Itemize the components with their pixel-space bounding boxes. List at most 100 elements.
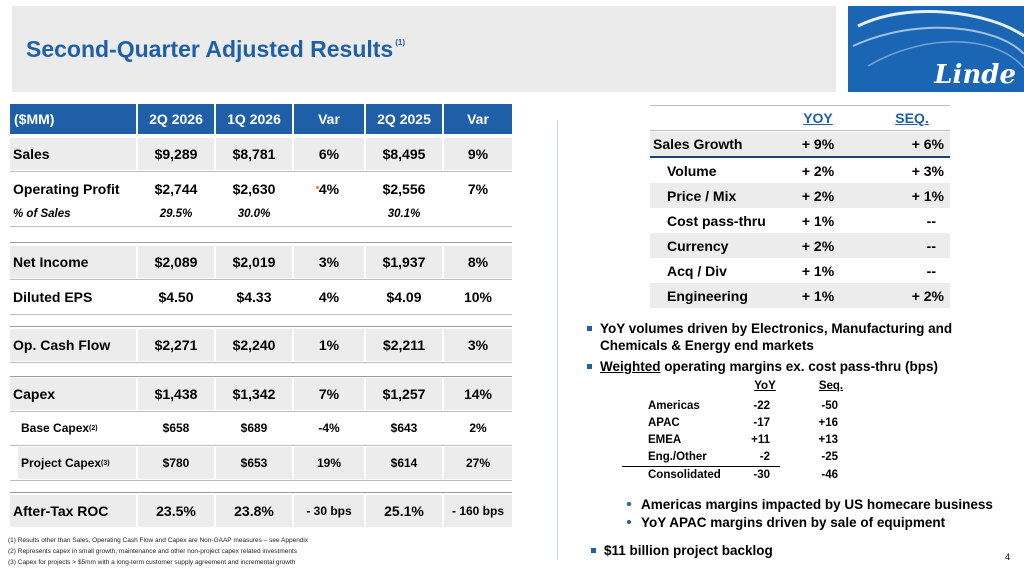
table-cell: $689	[240, 421, 268, 435]
table-cell: -2	[759, 451, 770, 463]
table-cell: 10%	[463, 289, 493, 305]
row-label-capex: Capex	[10, 378, 136, 410]
table-cell: 19%	[294, 447, 364, 479]
table-cell: 2%	[469, 421, 487, 435]
row-divider	[650, 105, 950, 106]
table-cell: $780	[138, 447, 214, 479]
row-divider	[10, 314, 512, 315]
footnote-3: (3) Capex for projects > $5mm with a lon…	[8, 559, 296, 566]
page-title: Second-Quarter Adjusted Results (1)	[26, 36, 405, 62]
row-label-diluted-eps: Diluted EPS	[13, 289, 93, 305]
table-cell: $1,257	[366, 378, 442, 410]
row-label-operating-profit: Operating Profit	[13, 181, 120, 197]
row-background	[650, 283, 950, 308]
table-cell: 1%	[294, 329, 364, 361]
sub-bullet-icon	[627, 502, 631, 506]
sub-bullet-apac: YoY APAC margins driven by sale of equip…	[641, 515, 946, 530]
table-cell: $1,937	[366, 246, 442, 278]
bullet-icon	[591, 548, 596, 553]
table-cell: $2,556	[382, 181, 426, 197]
table-cell: $2,211	[366, 329, 442, 361]
col-header-1q2026: 1Q 2026	[216, 104, 292, 134]
divider-line	[557, 120, 558, 560]
row-divider	[10, 171, 512, 172]
weighted-text: Weighted	[600, 359, 661, 374]
row-label-currency: Currency	[667, 237, 729, 254]
table-cell: 4%	[318, 181, 340, 197]
table-cell: 4%	[318, 289, 340, 305]
table-cell: $2,240	[216, 329, 292, 361]
table-cell: +13	[818, 434, 838, 446]
table-cell: $4.33	[236, 289, 272, 305]
sub-bullet-americas: Americas margins impacted by US homecare…	[641, 497, 993, 512]
table-cell: -17	[753, 417, 770, 429]
table-cell: + 2%	[801, 187, 835, 204]
table-cell: -4%	[318, 421, 340, 435]
table-cell: 14%	[444, 378, 512, 410]
table-cell: $1,438	[138, 378, 214, 410]
table-cell: + 1%	[801, 262, 835, 279]
table-cell: + 2%	[801, 162, 835, 179]
row-background	[650, 233, 950, 258]
sub-bullet-icon	[627, 520, 631, 524]
table-cell: 23.8%	[216, 495, 292, 527]
table-cell: 27%	[444, 447, 512, 479]
table-cell: + 9%	[801, 136, 835, 152]
logo-text: Linde	[934, 60, 1016, 90]
col-header-seq-margins: Seq.	[818, 380, 844, 392]
bullet-icon	[587, 326, 592, 331]
table-cell: -30	[753, 469, 770, 481]
table-cell: -25	[821, 451, 838, 463]
table-cell: - 30 bps	[294, 495, 364, 527]
table-cell: 25.1%	[366, 495, 442, 527]
table-cell: + 2%	[801, 237, 835, 254]
table-cell: 3%	[294, 246, 364, 278]
table-cell: $653	[216, 447, 292, 479]
row-label-acq-div: Acq / Div	[667, 262, 727, 279]
row-label-volume: Volume	[667, 162, 717, 179]
footnote-1: (1) Results other than Sales, Operating …	[8, 537, 309, 544]
col-header-2q2026: 2Q 2026	[138, 104, 214, 134]
row-divider	[10, 492, 512, 493]
bullet-margins: Weighted operating margins ex. cost pass…	[600, 358, 1000, 375]
table-cell: +16	[818, 417, 838, 429]
footnote-2: (2) Represents capex in small growth, ma…	[8, 548, 298, 555]
sum-rule	[622, 466, 780, 467]
row-label-project-capex: Project Capex (3)	[18, 447, 136, 479]
row-background	[650, 132, 950, 156]
col-header-mm: ($MM)	[10, 104, 136, 134]
row-label-base-capex: Base Capex (2)	[21, 421, 98, 435]
table-cell: 30.0%	[237, 208, 271, 220]
table-cell: --	[926, 237, 936, 254]
table-cell: 7%	[467, 181, 489, 197]
table-cell: -22	[753, 400, 770, 412]
linde-logo: Linde	[848, 6, 1024, 92]
margins-text: operating margins ex. cost pass-thru (bp…	[660, 359, 939, 374]
table-cell: $2,089	[138, 246, 214, 278]
table-cell: $4.09	[386, 289, 422, 305]
row-label-price-mix: Price / Mix	[667, 187, 737, 204]
row-label-sales: Sales	[10, 138, 136, 170]
table-cell: $2,630	[232, 181, 276, 197]
table-cell: $2,019	[216, 246, 292, 278]
table-cell: + 1%	[911, 187, 944, 204]
footnote-marker: (2)	[89, 424, 98, 432]
table-cell: --	[926, 262, 936, 279]
row-divider	[10, 445, 512, 446]
margin-label-americas: Americas	[648, 400, 700, 412]
footnote-marker: (3)	[101, 459, 110, 467]
col-header-var-2: Var	[444, 104, 512, 134]
bullet-volumes: YoY volumes driven by Electronics, Manuf…	[600, 321, 953, 353]
table-cell: 7%	[294, 378, 364, 410]
bullet-icon	[587, 364, 592, 369]
table-cell: $643	[390, 421, 418, 435]
bullet-backlog: $11 billion project backlog	[604, 543, 773, 558]
table-cell: -46	[821, 469, 838, 481]
table-cell: $614	[366, 447, 442, 479]
table-cell: - 160 bps	[444, 495, 512, 527]
marker-dot	[316, 186, 319, 189]
title-bar: Second-Quarter Adjusted Results (1)	[12, 6, 836, 92]
table-cell: $9,289	[138, 138, 214, 170]
table-cell: --	[926, 212, 936, 229]
table-cell: 30.1%	[387, 208, 421, 220]
